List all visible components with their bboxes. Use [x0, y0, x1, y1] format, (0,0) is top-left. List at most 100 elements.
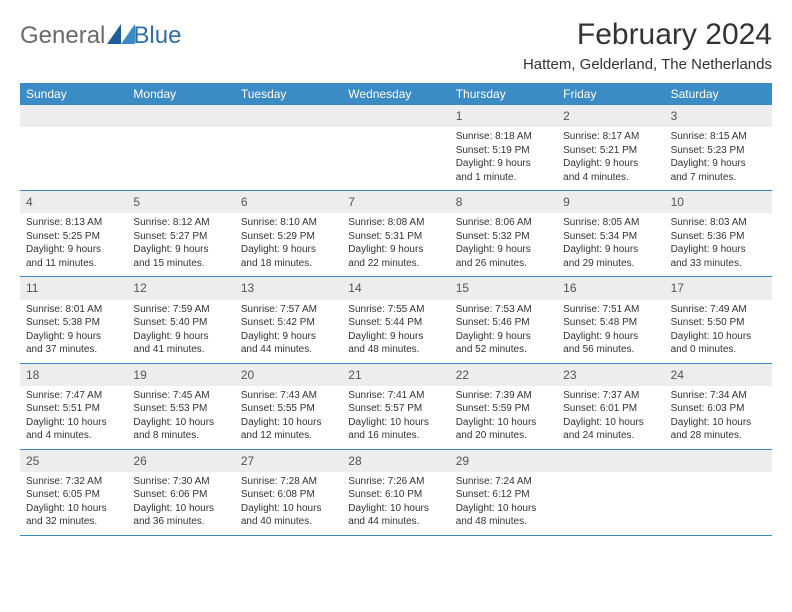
day-cell: 26Sunrise: 7:30 AMSunset: 6:06 PMDayligh… — [127, 450, 234, 535]
day-daylight1: Daylight: 10 hours — [348, 416, 443, 430]
day-cell: 16Sunrise: 7:51 AMSunset: 5:48 PMDayligh… — [557, 277, 664, 362]
day-sunset: Sunset: 5:53 PM — [133, 402, 228, 416]
day-daylight2: and 4 minutes. — [26, 429, 121, 443]
day-number: 28 — [342, 450, 449, 472]
day-daylight2: and 24 minutes. — [563, 429, 658, 443]
day-cell — [557, 450, 664, 535]
day-body: Sunrise: 8:12 AMSunset: 5:27 PMDaylight:… — [127, 213, 234, 276]
day-body: Sunrise: 7:32 AMSunset: 6:05 PMDaylight:… — [20, 472, 127, 535]
day-sunset: Sunset: 5:42 PM — [241, 316, 336, 330]
day-daylight1: Daylight: 9 hours — [133, 243, 228, 257]
day-sunrise: Sunrise: 7:30 AM — [133, 475, 228, 489]
day-sunrise: Sunrise: 8:10 AM — [241, 216, 336, 230]
day-number: 8 — [450, 191, 557, 213]
flag-icon — [107, 24, 135, 44]
day-body: Sunrise: 7:53 AMSunset: 5:46 PMDaylight:… — [450, 300, 557, 363]
day-sunrise: Sunrise: 8:17 AM — [563, 130, 658, 144]
day-cell: 5Sunrise: 8:12 AMSunset: 5:27 PMDaylight… — [127, 191, 234, 276]
day-daylight2: and 1 minute. — [456, 171, 551, 185]
day-sunset: Sunset: 6:03 PM — [671, 402, 766, 416]
day-sunset: Sunset: 5:51 PM — [26, 402, 121, 416]
day-number: 22 — [450, 364, 557, 386]
day-body: Sunrise: 7:30 AMSunset: 6:06 PMDaylight:… — [127, 472, 234, 535]
day-number: 7 — [342, 191, 449, 213]
day-body: Sunrise: 7:39 AMSunset: 5:59 PMDaylight:… — [450, 386, 557, 449]
day-body: Sunrise: 7:41 AMSunset: 5:57 PMDaylight:… — [342, 386, 449, 449]
day-sunset: Sunset: 5:40 PM — [133, 316, 228, 330]
day-body: Sunrise: 7:59 AMSunset: 5:40 PMDaylight:… — [127, 300, 234, 363]
day-number: 9 — [557, 191, 664, 213]
day-cell — [665, 450, 772, 535]
day-cell: 1Sunrise: 8:18 AMSunset: 5:19 PMDaylight… — [450, 105, 557, 190]
day-number: 15 — [450, 277, 557, 299]
day-daylight1: Daylight: 9 hours — [563, 157, 658, 171]
day-daylight2: and 26 minutes. — [456, 257, 551, 271]
day-sunset: Sunset: 5:59 PM — [456, 402, 551, 416]
day-body: Sunrise: 8:17 AMSunset: 5:21 PMDaylight:… — [557, 127, 664, 190]
day-sunset: Sunset: 5:57 PM — [348, 402, 443, 416]
day-cell: 4Sunrise: 8:13 AMSunset: 5:25 PMDaylight… — [20, 191, 127, 276]
day-number: 10 — [665, 191, 772, 213]
day-daylight1: Daylight: 9 hours — [133, 330, 228, 344]
day-number: 19 — [127, 364, 234, 386]
calendar: Sunday Monday Tuesday Wednesday Thursday… — [20, 83, 772, 536]
day-daylight2: and 20 minutes. — [456, 429, 551, 443]
day-daylight1: Daylight: 10 hours — [133, 502, 228, 516]
day-sunrise: Sunrise: 7:47 AM — [26, 389, 121, 403]
day-sunrise: Sunrise: 8:01 AM — [26, 303, 121, 317]
day-daylight1: Daylight: 9 hours — [241, 243, 336, 257]
day-sunrise: Sunrise: 7:41 AM — [348, 389, 443, 403]
day-daylight1: Daylight: 9 hours — [563, 330, 658, 344]
title-block: February 2024 Hattem, Gelderland, The Ne… — [523, 18, 772, 73]
day-daylight2: and 37 minutes. — [26, 343, 121, 357]
day-sunrise: Sunrise: 7:59 AM — [133, 303, 228, 317]
week-row: 25Sunrise: 7:32 AMSunset: 6:05 PMDayligh… — [20, 450, 772, 536]
day-daylight1: Daylight: 9 hours — [456, 157, 551, 171]
day-sunrise: Sunrise: 8:15 AM — [671, 130, 766, 144]
day-cell: 21Sunrise: 7:41 AMSunset: 5:57 PMDayligh… — [342, 364, 449, 449]
day-daylight1: Daylight: 9 hours — [26, 330, 121, 344]
day-body: Sunrise: 7:28 AMSunset: 6:08 PMDaylight:… — [235, 472, 342, 535]
day-cell: 2Sunrise: 8:17 AMSunset: 5:21 PMDaylight… — [557, 105, 664, 190]
day-number — [235, 105, 342, 127]
day-number: 11 — [20, 277, 127, 299]
day-number: 25 — [20, 450, 127, 472]
day-daylight1: Daylight: 10 hours — [133, 416, 228, 430]
day-sunset: Sunset: 6:05 PM — [26, 488, 121, 502]
day-cell: 25Sunrise: 7:32 AMSunset: 6:05 PMDayligh… — [20, 450, 127, 535]
header: General Blue February 2024 Hattem, Gelde… — [20, 18, 772, 73]
day-body: Sunrise: 7:34 AMSunset: 6:03 PMDaylight:… — [665, 386, 772, 449]
day-sunset: Sunset: 6:08 PM — [241, 488, 336, 502]
day-number: 5 — [127, 191, 234, 213]
day-cell: 11Sunrise: 8:01 AMSunset: 5:38 PMDayligh… — [20, 277, 127, 362]
day-sunset: Sunset: 5:46 PM — [456, 316, 551, 330]
day-daylight1: Daylight: 10 hours — [671, 416, 766, 430]
day-sunrise: Sunrise: 7:32 AM — [26, 475, 121, 489]
day-cell: 12Sunrise: 7:59 AMSunset: 5:40 PMDayligh… — [127, 277, 234, 362]
brand-text-blue: Blue — [133, 22, 181, 50]
day-sunrise: Sunrise: 7:37 AM — [563, 389, 658, 403]
day-cell: 28Sunrise: 7:26 AMSunset: 6:10 PMDayligh… — [342, 450, 449, 535]
weekday-label: Saturday — [665, 83, 772, 105]
day-sunrise: Sunrise: 7:45 AM — [133, 389, 228, 403]
day-body: Sunrise: 7:45 AMSunset: 5:53 PMDaylight:… — [127, 386, 234, 449]
weekday-label: Thursday — [450, 83, 557, 105]
week-row: 4Sunrise: 8:13 AMSunset: 5:25 PMDaylight… — [20, 191, 772, 277]
day-number: 27 — [235, 450, 342, 472]
day-daylight1: Daylight: 10 hours — [563, 416, 658, 430]
day-sunrise: Sunrise: 7:49 AM — [671, 303, 766, 317]
day-sunset: Sunset: 5:21 PM — [563, 144, 658, 158]
day-cell: 24Sunrise: 7:34 AMSunset: 6:03 PMDayligh… — [665, 364, 772, 449]
day-daylight1: Daylight: 10 hours — [241, 416, 336, 430]
day-sunset: Sunset: 5:44 PM — [348, 316, 443, 330]
day-daylight1: Daylight: 9 hours — [456, 330, 551, 344]
day-sunrise: Sunrise: 8:06 AM — [456, 216, 551, 230]
day-daylight2: and 11 minutes. — [26, 257, 121, 271]
day-daylight1: Daylight: 9 hours — [456, 243, 551, 257]
month-title: February 2024 — [523, 18, 772, 52]
day-daylight2: and 8 minutes. — [133, 429, 228, 443]
day-daylight1: Daylight: 10 hours — [671, 330, 766, 344]
day-cell: 23Sunrise: 7:37 AMSunset: 6:01 PMDayligh… — [557, 364, 664, 449]
day-daylight2: and 44 minutes. — [241, 343, 336, 357]
weekday-label: Friday — [557, 83, 664, 105]
